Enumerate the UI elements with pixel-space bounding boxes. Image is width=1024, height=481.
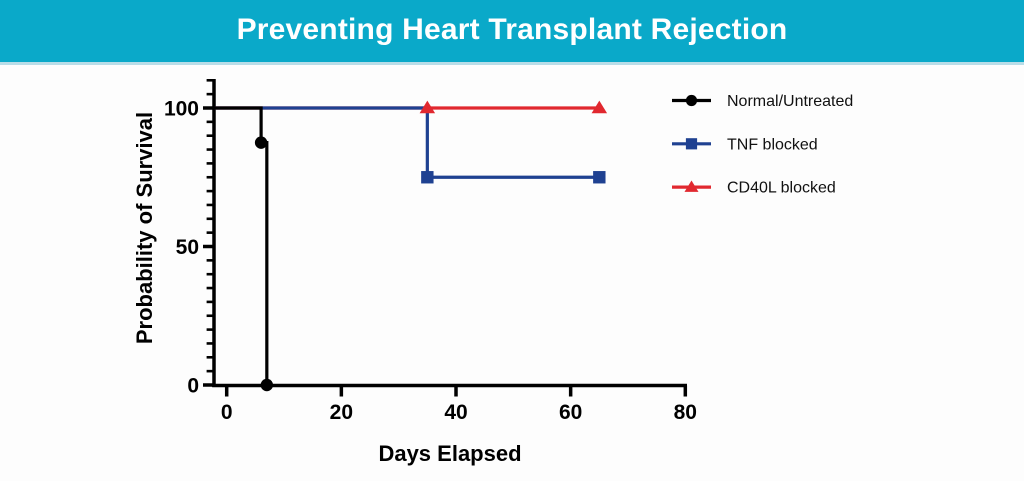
x-tick-label: 20 xyxy=(330,401,353,424)
page-title: Preventing Heart Transplant Rejection xyxy=(236,13,788,46)
legend-label-tnf-blocked: TNF blocked xyxy=(727,136,818,153)
series-lines xyxy=(214,106,600,385)
markers-normal-untreated xyxy=(254,136,274,392)
legend-item-cd40l-blocked: CD40L blocked xyxy=(672,180,836,197)
legend-label-cd40l-blocked: CD40L blocked xyxy=(727,180,836,197)
axes: 0 50 100 0 20 40 60 80 Days Elapsed Probability o… xyxy=(132,79,697,466)
x-tick-label: 80 xyxy=(674,401,697,424)
x-tick-label: 40 xyxy=(444,401,467,424)
legend-item-normal-untreated: Normal/Untreated xyxy=(672,93,853,110)
series-line-tnf-blocked xyxy=(214,106,600,179)
legend-item-tnf-blocked: TNF blocked xyxy=(672,136,818,153)
y-axis-title: Probability of Survival xyxy=(132,112,157,344)
series-markers xyxy=(254,100,608,392)
series-line-normal-untreated xyxy=(214,106,269,385)
legend-marker-square-icon xyxy=(685,138,698,150)
legend-marker-circle-icon xyxy=(685,94,698,107)
y-minor-ticks xyxy=(206,79,214,373)
x-tick-label: 60 xyxy=(559,401,582,424)
markers-tnf-blocked xyxy=(421,171,606,184)
y-tick-label: 100 xyxy=(164,98,199,121)
x-tick-label: 0 xyxy=(221,401,233,424)
x-ticks: 0 20 40 60 80 xyxy=(221,385,697,424)
markers-cd40l-blocked xyxy=(419,100,608,114)
chart-legend: Normal/Untreated TNF blocked CD40L blocked xyxy=(672,93,853,197)
header-banner: Preventing Heart Transplant Rejection xyxy=(0,0,1024,65)
x-axis-title: Days Elapsed xyxy=(378,441,521,466)
legend-marker-triangle-icon xyxy=(684,180,699,192)
legend-label-normal-untreated: Normal/Untreated xyxy=(727,93,853,110)
y-tick-label: 0 xyxy=(187,375,199,398)
y-major-ticks: 0 50 100 xyxy=(164,98,214,398)
y-tick-label: 50 xyxy=(176,236,199,259)
